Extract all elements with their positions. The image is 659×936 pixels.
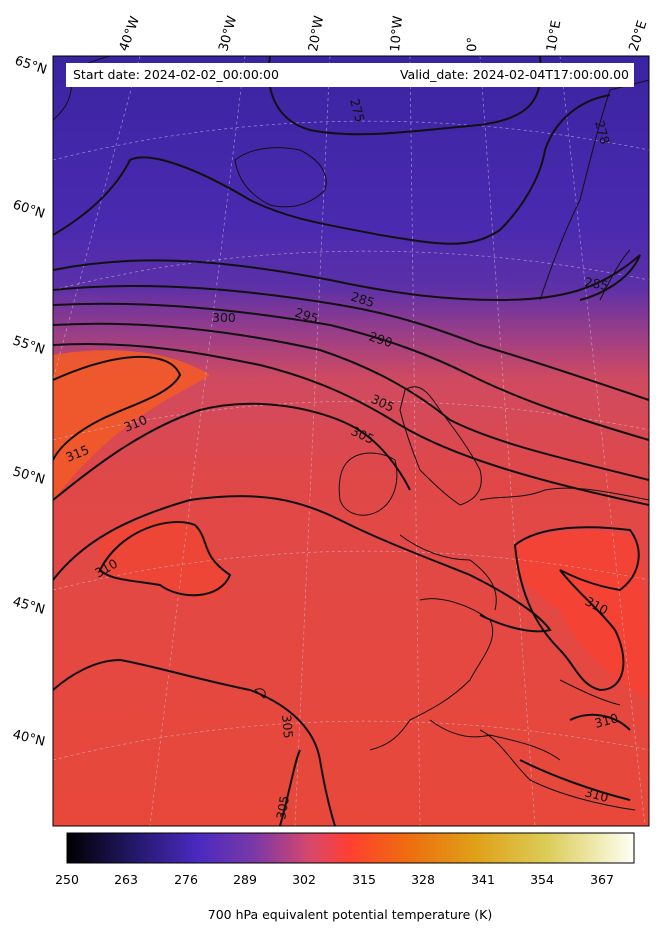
colorbar-tick: 341 — [471, 872, 495, 887]
coastlines — [53, 56, 649, 811]
lat-label-45n: 45°N — [11, 594, 47, 617]
contour-label: 290 — [367, 329, 394, 351]
lon-label-30w: 30°W — [216, 14, 240, 53]
lat-label-40n: 40°N — [11, 727, 46, 749]
valid-date: Valid_date: 2024-02-04T17:00:00.00 — [399, 67, 629, 82]
contour-label: 305 — [273, 794, 292, 820]
colorbar-tick: 354 — [530, 872, 554, 887]
lon-label-10e: 10°E — [544, 19, 564, 52]
contour-label: 305 — [279, 714, 296, 739]
start-date: Start date: 2024-02-02_00:00:00 — [73, 67, 279, 82]
contour-label: 278 — [592, 119, 613, 146]
contour-label: 295 — [293, 305, 320, 327]
contour-label: 310 — [593, 710, 620, 731]
longitude-labels: 40°W 30°W 20°W 10°W 0° 10°E 20°E — [117, 14, 651, 53]
contour-label: 310 — [583, 784, 610, 805]
lon-label-20e: 20°E — [627, 19, 651, 53]
latitude-labels: 65°N 60°N 55°N 50°N 45°N 40°N — [11, 54, 49, 750]
colorbar-label: 700 hPa equivalent potential temperature… — [207, 907, 493, 922]
colorbar-tick: 367 — [590, 872, 614, 887]
colorbar-tick: 328 — [411, 872, 435, 887]
lon-label-0: 0° — [465, 37, 481, 52]
lon-label-20w: 20°W — [306, 15, 327, 53]
date-header: Start date: 2024-02-02_00:00:00 Valid_da… — [66, 63, 634, 87]
lat-label-55n: 55°N — [11, 334, 47, 358]
lon-label-40w: 40°W — [117, 14, 143, 53]
colorbar-tick: 250 — [55, 872, 79, 887]
lon-label-10w: 10°W — [388, 15, 406, 52]
contour-label: 285 — [349, 289, 376, 311]
map-frame — [52, 55, 650, 827]
lat-label-65n: 65°N — [13, 54, 49, 78]
colorbar-tick: 289 — [233, 872, 257, 887]
colorbar-tick: 315 — [352, 872, 376, 887]
contour-label: 285 — [583, 274, 609, 293]
colorbar-tick: 276 — [174, 872, 198, 887]
colorbar-tick: 302 — [292, 872, 316, 887]
colorbar-tick: 263 — [114, 872, 138, 887]
lat-label-60n: 60°N — [11, 198, 47, 222]
temperature-field — [53, 56, 649, 826]
isotherms — [53, 56, 649, 826]
contour-label: 300 — [212, 310, 236, 325]
contour-label: 275 — [347, 97, 368, 124]
colorbar — [66, 832, 635, 864]
lat-label-50n: 50°N — [11, 464, 47, 487]
